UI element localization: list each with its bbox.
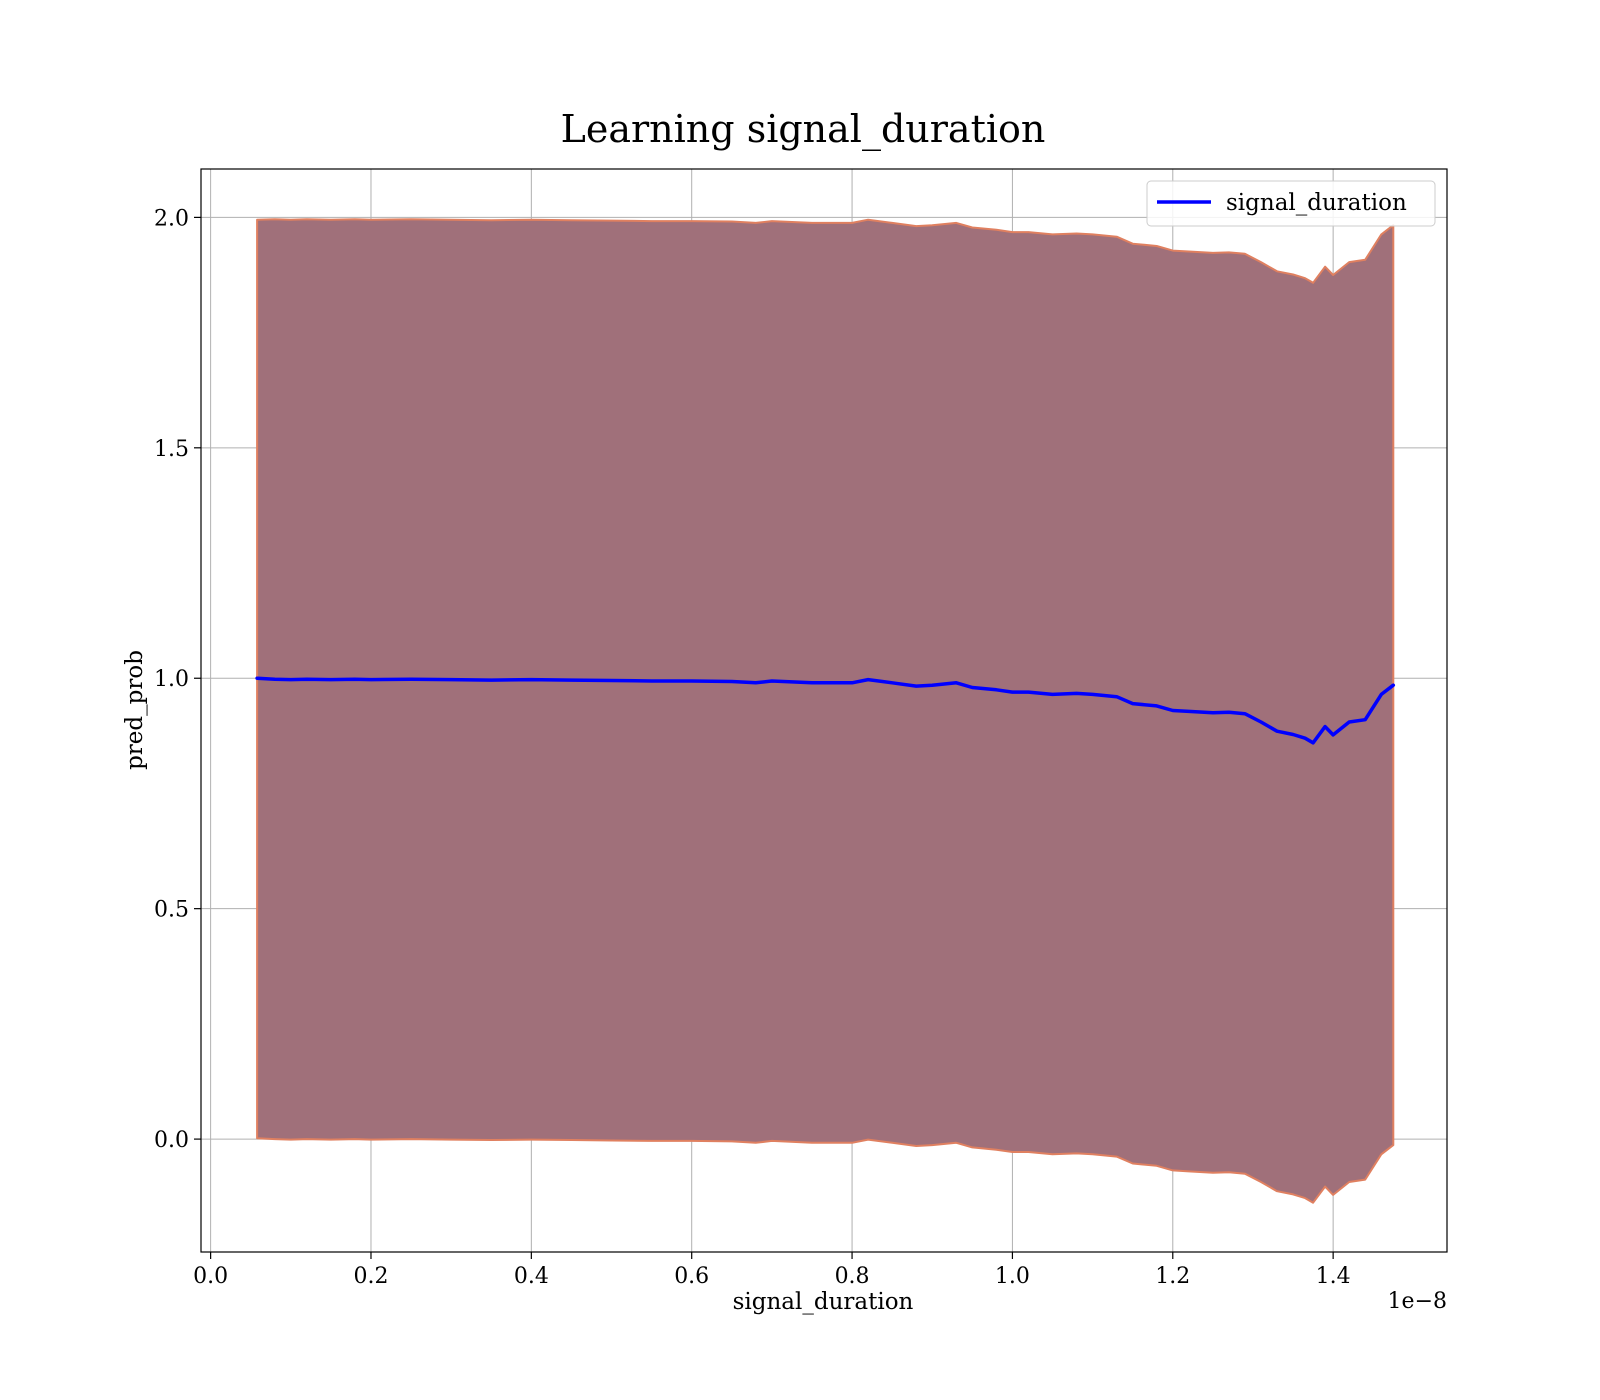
legend-label: signal_duration bbox=[1226, 190, 1407, 216]
axes-frame bbox=[200, 168, 1448, 1253]
chart-title: Learning signal_duration bbox=[561, 107, 1046, 152]
x-axis-ticks: 0.0 0.2 0.4 0.6 0.8 1.0 1.2 1.4 bbox=[193, 1252, 1351, 1289]
x-axis-label: signal_duration bbox=[733, 1289, 914, 1315]
x-tick-label: 1.2 bbox=[1155, 1264, 1190, 1289]
x-tick-label: 0.2 bbox=[353, 1264, 388, 1289]
y-tick-label: 1.5 bbox=[154, 437, 189, 462]
x-tick-label: 0.4 bbox=[514, 1264, 549, 1289]
y-axis-label: pred_prob bbox=[122, 650, 148, 770]
x-tick-label: 1.4 bbox=[1316, 1264, 1351, 1289]
series-lines bbox=[255, 676, 1396, 745]
legend-box bbox=[1146, 180, 1436, 227]
y-tick-label: 2.0 bbox=[154, 206, 189, 231]
x-tick-label: 0.8 bbox=[835, 1264, 870, 1289]
y-tick-label: 1.0 bbox=[154, 667, 189, 692]
y-tick-label: 0.0 bbox=[154, 1128, 189, 1153]
x-axis-offset-label: 1e−8 bbox=[1388, 1289, 1447, 1314]
confidence-band-area bbox=[256, 218, 1395, 1204]
confidence-band bbox=[256, 218, 1395, 1204]
x-tick-label: 1.0 bbox=[995, 1264, 1030, 1289]
x-tick-label: 0.0 bbox=[193, 1264, 228, 1289]
x-tick-label: 0.6 bbox=[674, 1264, 709, 1289]
y-axis-ticks: 0.0 0.5 1.0 1.5 2.0 bbox=[154, 206, 201, 1153]
legend: signal_duration bbox=[1146, 180, 1436, 227]
series-line-signal-duration bbox=[255, 676, 1396, 745]
y-tick-label: 0.5 bbox=[154, 898, 189, 923]
